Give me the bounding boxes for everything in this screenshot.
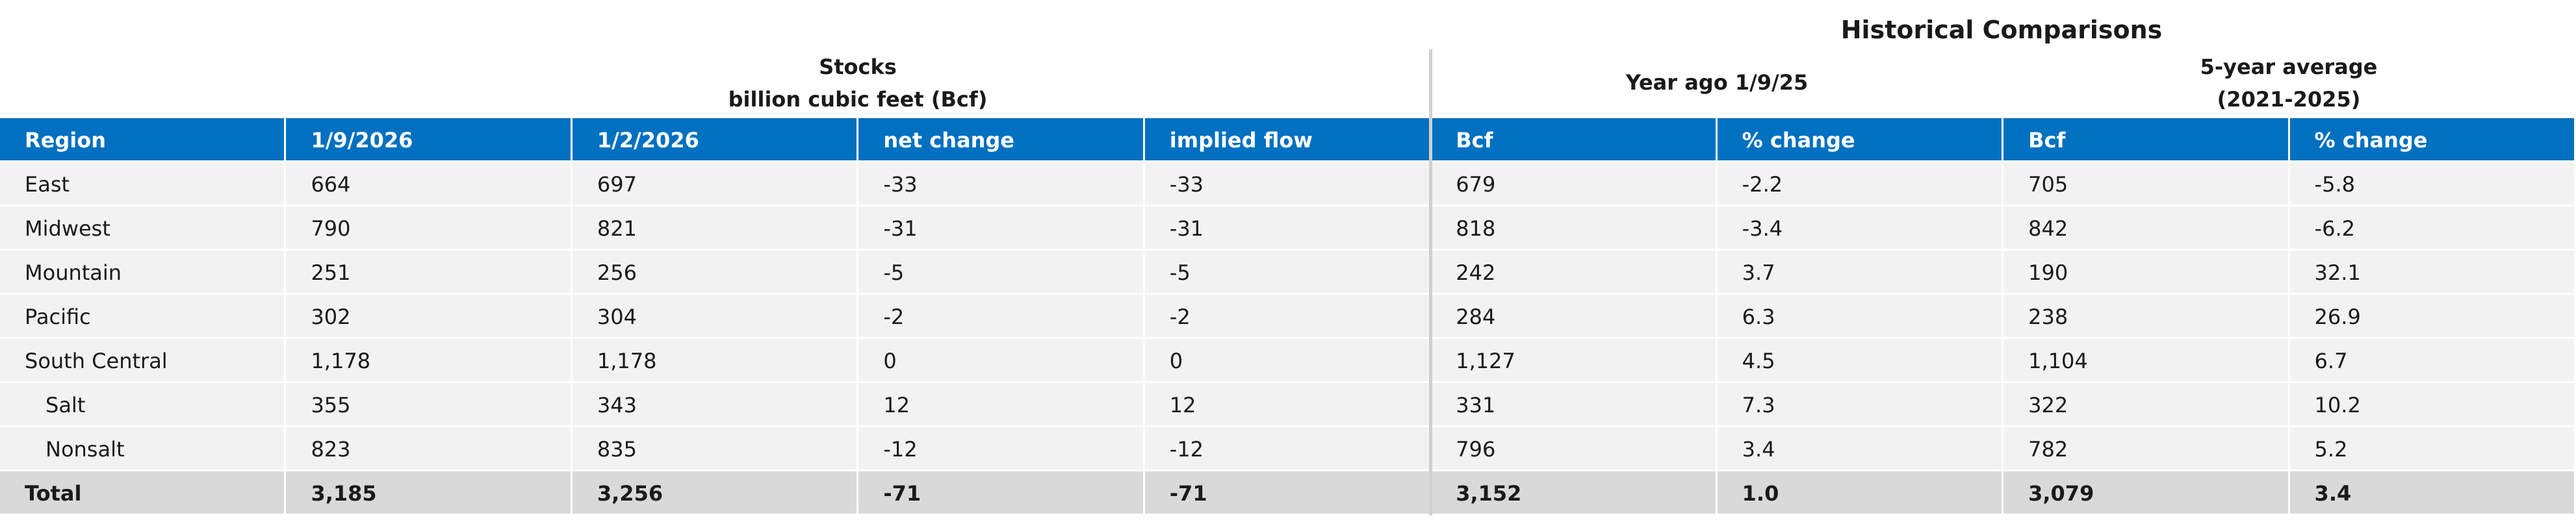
cell: 355 — [286, 383, 573, 427]
column-header: % change — [1717, 118, 2004, 162]
cell: -5.8 — [2289, 162, 2576, 206]
row-label: Nonsalt — [0, 427, 287, 471]
cell: -31 — [1144, 206, 1432, 251]
cell: 4.5 — [1717, 339, 2004, 383]
cell: 782 — [2003, 427, 2290, 471]
cell: -71 — [1144, 471, 1432, 516]
cell: 3.7 — [1717, 251, 2004, 295]
cell: 821 — [572, 206, 859, 251]
stocks-title: Stocks — [819, 55, 897, 79]
cell: 190 — [2003, 251, 2290, 295]
cell: 251 — [286, 251, 573, 295]
cell: 10.2 — [2289, 383, 2576, 427]
cell: -31 — [858, 206, 1145, 251]
column-header: Bcf — [2003, 118, 2290, 162]
cell: 343 — [572, 383, 859, 427]
cell: 1.0 — [1717, 471, 2004, 516]
cell: 679 — [1431, 162, 1718, 206]
cell: 5.2 — [2289, 427, 2576, 471]
five-year-period: (2021-2025) — [2217, 87, 2361, 112]
cell: 1,104 — [2003, 339, 2290, 383]
row-label: Mountain — [0, 251, 287, 295]
cell: -3.4 — [1717, 206, 2004, 251]
cell: -33 — [1144, 162, 1432, 206]
cell: 6.7 — [2289, 339, 2576, 383]
cell: 0 — [1144, 339, 1432, 383]
cell: 1,178 — [286, 339, 573, 383]
historical-title: Historical Comparisons — [1840, 16, 2163, 44]
column-header: net change — [858, 118, 1145, 162]
cell: 0 — [858, 339, 1145, 383]
cell: 3,152 — [1431, 471, 1718, 516]
stocks-subtitle: billion cubic feet (Bcf) — [728, 87, 988, 112]
column-header: % change — [2289, 118, 2576, 162]
cell: 796 — [1431, 427, 1718, 471]
cell: 3,079 — [2003, 471, 2290, 516]
row-label: Pacific — [0, 295, 287, 339]
column-header: Region — [0, 118, 287, 162]
cell: 7.3 — [1717, 383, 2004, 427]
cell: 12 — [858, 383, 1145, 427]
cell: 238 — [2003, 295, 2290, 339]
cell: -2.2 — [1717, 162, 2004, 206]
cell: 697 — [572, 162, 859, 206]
cell: -5 — [858, 251, 1145, 295]
column-header: implied flow — [1144, 118, 1432, 162]
cell: 331 — [1431, 383, 1718, 427]
cell: -2 — [1144, 295, 1432, 339]
cell: 3,256 — [572, 471, 859, 516]
separator — [1429, 49, 1432, 516]
cell: 26.9 — [2289, 295, 2576, 339]
cell: -5 — [1144, 251, 1432, 295]
cell: 790 — [286, 206, 573, 251]
five-year-title: 5-year average — [2200, 55, 2378, 79]
cell: 1,127 — [1431, 339, 1718, 383]
cell: -71 — [858, 471, 1145, 516]
cell: 818 — [1431, 206, 1718, 251]
cell: 1,178 — [572, 339, 859, 383]
cell: 302 — [286, 295, 573, 339]
cell: -6.2 — [2289, 206, 2576, 251]
row-label: East — [0, 162, 287, 206]
column-header: 1/2/2026 — [572, 118, 859, 162]
cell: 284 — [1431, 295, 1718, 339]
cell: 3.4 — [2289, 471, 2576, 516]
cell: 256 — [572, 251, 859, 295]
cell: 322 — [2003, 383, 2290, 427]
cell: 12 — [1144, 383, 1432, 427]
cell: 705 — [2003, 162, 2290, 206]
cell: 3,185 — [286, 471, 573, 516]
column-header: Bcf — [1431, 118, 1718, 162]
cell: 842 — [2003, 206, 2290, 251]
year-ago-title: Year ago 1/9/25 — [1625, 70, 1809, 95]
column-header: 1/9/2026 — [286, 118, 573, 162]
cell: -33 — [858, 162, 1145, 206]
cell: 823 — [286, 427, 573, 471]
cell: 3.4 — [1717, 427, 2004, 471]
cell: -12 — [1144, 427, 1432, 471]
row-label: Total — [0, 471, 287, 516]
cell: 835 — [572, 427, 859, 471]
cell: 242 — [1431, 251, 1718, 295]
cell: 664 — [286, 162, 573, 206]
cell: 32.1 — [2289, 251, 2576, 295]
cell: -2 — [858, 295, 1145, 339]
row-label: South Central — [0, 339, 287, 383]
cell: -12 — [858, 427, 1145, 471]
row-label: Midwest — [0, 206, 287, 251]
row-label: Salt — [0, 383, 287, 427]
cell: 304 — [572, 295, 859, 339]
cell: 6.3 — [1717, 295, 2004, 339]
